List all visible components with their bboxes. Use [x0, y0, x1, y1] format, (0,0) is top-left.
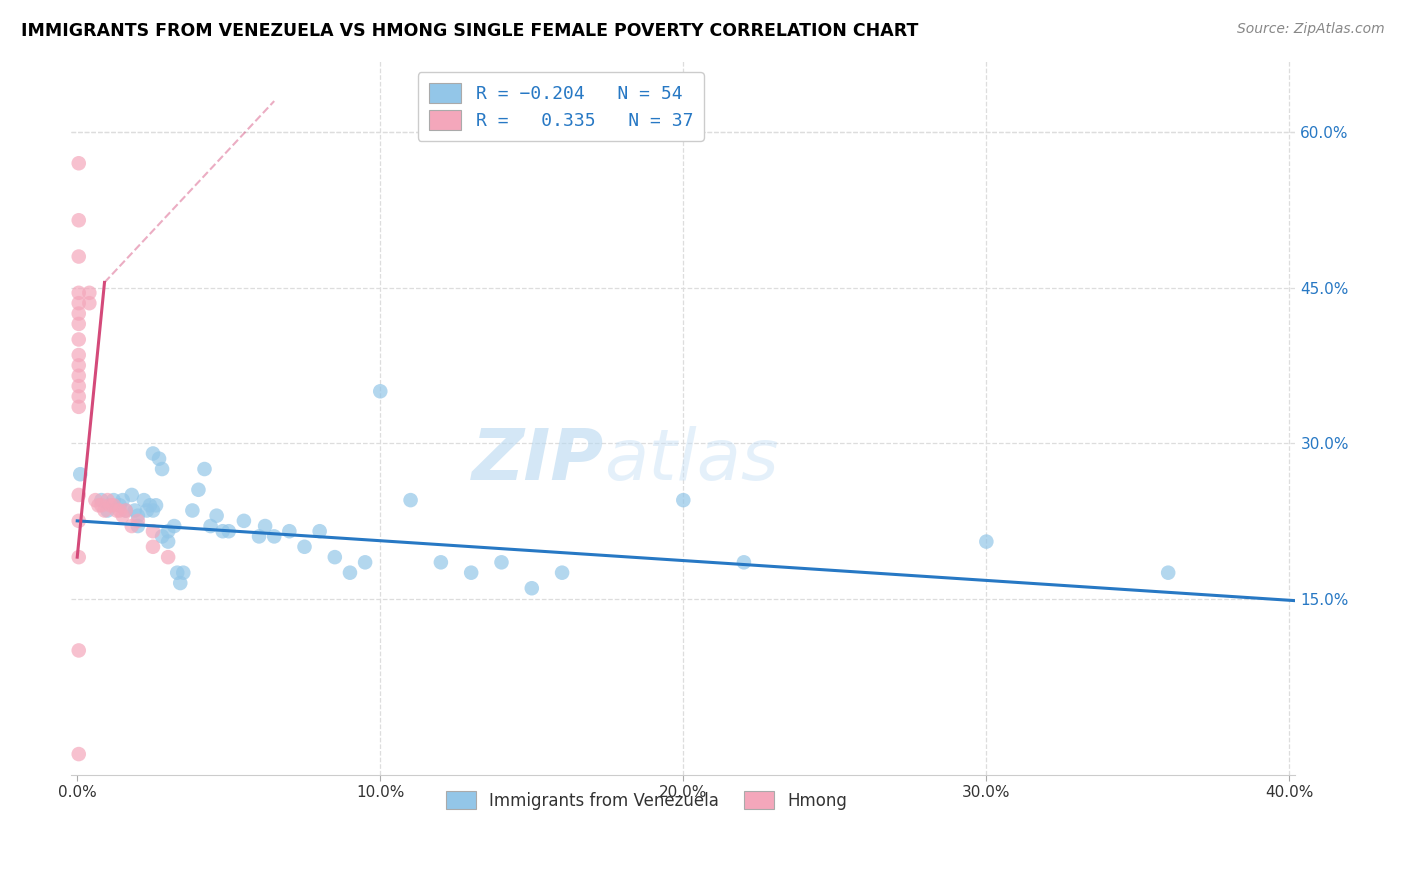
Point	[323, 550, 346, 565]
Point	[67, 514, 90, 528]
Point	[67, 156, 90, 170]
Point	[67, 250, 90, 264]
Point	[254, 519, 277, 533]
Point	[247, 529, 270, 543]
Point	[339, 566, 361, 580]
Point	[67, 379, 90, 393]
Point	[142, 503, 165, 517]
Point	[114, 503, 136, 517]
Point	[205, 508, 228, 523]
Point	[93, 503, 115, 517]
Point	[121, 488, 143, 502]
Point	[150, 462, 173, 476]
Point	[96, 503, 118, 517]
Point	[67, 296, 90, 310]
Point	[218, 524, 240, 539]
Point	[67, 488, 90, 502]
Point	[84, 493, 107, 508]
Point	[399, 493, 422, 508]
Point	[108, 498, 131, 512]
Point	[187, 483, 209, 497]
Point	[100, 498, 122, 512]
Point	[67, 317, 90, 331]
Point	[145, 498, 167, 512]
Point	[139, 498, 162, 512]
Point	[79, 285, 101, 300]
Point	[733, 555, 755, 569]
Point	[211, 524, 233, 539]
Point	[67, 550, 90, 565]
Point	[172, 566, 194, 580]
Point	[127, 519, 149, 533]
Point	[87, 498, 110, 512]
Point	[976, 534, 998, 549]
Point	[166, 566, 188, 580]
Point	[169, 576, 191, 591]
Point	[111, 493, 134, 508]
Point	[150, 529, 173, 543]
Point	[1157, 566, 1180, 580]
Point	[263, 529, 285, 543]
Point	[96, 493, 118, 508]
Point	[157, 524, 180, 539]
Text: Source: ZipAtlas.com: Source: ZipAtlas.com	[1237, 22, 1385, 37]
Point	[67, 333, 90, 347]
Point	[193, 462, 215, 476]
Point	[67, 643, 90, 657]
Point	[67, 368, 90, 383]
Point	[157, 534, 180, 549]
Point	[520, 581, 543, 595]
Point	[67, 307, 90, 321]
Text: IMMIGRANTS FROM VENEZUELA VS HMONG SINGLE FEMALE POVERTY CORRELATION CHART: IMMIGRANTS FROM VENEZUELA VS HMONG SINGL…	[21, 22, 918, 40]
Point	[135, 503, 157, 517]
Point	[491, 555, 513, 569]
Point	[148, 451, 170, 466]
Point	[67, 285, 90, 300]
Point	[142, 540, 165, 554]
Point	[111, 508, 134, 523]
Point	[460, 566, 482, 580]
Point	[124, 503, 146, 517]
Point	[163, 519, 186, 533]
Point	[127, 508, 149, 523]
Point	[67, 213, 90, 227]
Point	[67, 747, 90, 761]
Point	[103, 498, 125, 512]
Point	[200, 519, 222, 533]
Point	[354, 555, 377, 569]
Point	[181, 503, 204, 517]
Point	[278, 524, 301, 539]
Point	[232, 514, 254, 528]
Point	[103, 493, 125, 508]
Point	[132, 493, 155, 508]
Point	[121, 519, 143, 533]
Point	[142, 446, 165, 460]
Point	[69, 467, 91, 482]
Point	[142, 524, 165, 539]
Point	[551, 566, 574, 580]
Point	[157, 550, 180, 565]
Point	[67, 400, 90, 414]
Point	[90, 493, 112, 508]
Point	[105, 503, 128, 517]
Point	[79, 296, 101, 310]
Point	[67, 389, 90, 403]
Text: atlas: atlas	[603, 425, 779, 495]
Point	[368, 384, 391, 399]
Point	[672, 493, 695, 508]
Point	[294, 540, 316, 554]
Point	[114, 503, 136, 517]
Text: ZIP: ZIP	[471, 425, 603, 495]
Legend: Immigrants from Venezuela, Hmong: Immigrants from Venezuela, Hmong	[439, 785, 853, 816]
Point	[127, 514, 149, 528]
Point	[308, 524, 330, 539]
Point	[430, 555, 453, 569]
Point	[67, 348, 90, 362]
Point	[67, 359, 90, 373]
Point	[108, 503, 131, 517]
Point	[90, 498, 112, 512]
